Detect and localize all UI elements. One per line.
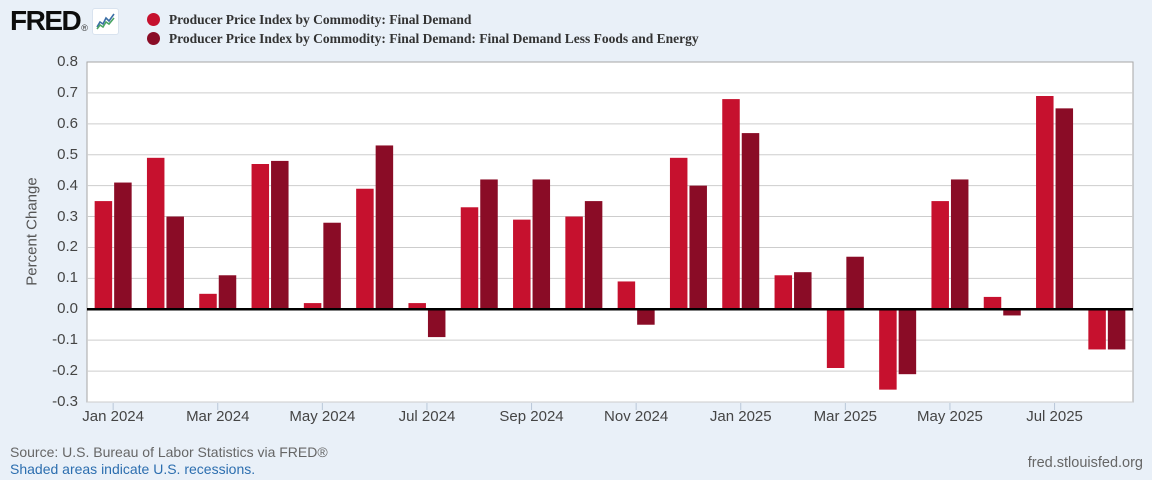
- bar-final-demand: [1088, 309, 1106, 350]
- fred-sparkline-icon: [91, 7, 119, 35]
- bar-final-demand: [408, 303, 426, 310]
- bar-final-demand: [931, 201, 949, 310]
- legend-item-core[interactable]: Producer Price Index by Commodity: Final…: [146, 29, 699, 48]
- x-tick-label: Mar 2024: [186, 408, 250, 425]
- bar-final-demand-less-foods-energy: [480, 179, 498, 310]
- y-axis-title: Percent Change: [23, 177, 41, 286]
- bar-final-demand: [303, 303, 322, 310]
- bar-final-demand-less-foods-energy: [794, 272, 812, 310]
- x-tick-label: Nov 2024: [604, 408, 669, 425]
- source-text: Source: U.S. Bureau of Labor Statistics …: [10, 444, 328, 460]
- bar-final-demand: [826, 309, 845, 368]
- registered-mark-icon: ®: [81, 23, 88, 33]
- y-tick-label: 0.0: [57, 300, 78, 318]
- legend-item-final-demand[interactable]: Producer Price Index by Commodity: Final…: [146, 10, 699, 29]
- legend-label: Producer Price Index by Commodity: Final…: [168, 11, 472, 27]
- bar-chart-plot: [86, 61, 1134, 410]
- y-tick-label: 0.2: [57, 238, 78, 256]
- bar-final-demand: [1036, 96, 1054, 310]
- bar-final-demand-less-foods-energy: [271, 160, 289, 310]
- bar-final-demand: [983, 296, 1002, 310]
- y-tick-label: -0.2: [52, 362, 78, 380]
- bar-final-demand-less-foods-energy: [532, 179, 551, 310]
- y-tick-label: 0.7: [57, 83, 78, 101]
- x-tick-label: Jan 2024: [82, 408, 144, 425]
- x-tick-label: May 2024: [289, 408, 356, 425]
- bar-final-demand-less-foods-energy: [1055, 108, 1074, 310]
- bar-final-demand: [251, 164, 270, 310]
- bar-final-demand: [774, 275, 793, 310]
- bar-final-demand-less-foods-energy: [166, 216, 184, 310]
- legend-marker-icon: [146, 32, 160, 45]
- bar-final-demand-less-foods-energy: [741, 133, 760, 310]
- recessions-link[interactable]: Shaded areas indicate U.S. recessions.: [10, 461, 256, 477]
- bar-final-demand: [879, 309, 897, 390]
- y-tick-label: -0.1: [52, 331, 78, 349]
- bar-final-demand-less-foods-energy: [114, 182, 132, 310]
- bar-final-demand: [460, 207, 479, 310]
- x-tick-label: Jan 2025: [709, 408, 772, 425]
- legend: Producer Price Index by Commodity: Final…: [146, 10, 699, 48]
- bar-final-demand-less-foods-energy: [1107, 309, 1126, 350]
- x-tick-label: Sep 2024: [499, 408, 564, 425]
- fred-logo-text: FRED: [10, 5, 82, 36]
- x-tick-label: Jul 2024: [398, 408, 456, 425]
- bar-final-demand-less-foods-energy: [323, 222, 341, 310]
- y-tick-label: 0.4: [57, 176, 78, 194]
- bar-final-demand: [94, 201, 113, 310]
- x-tick-label: Mar 2025: [813, 408, 878, 425]
- y-tick-label: 0.3: [57, 207, 78, 225]
- bar-final-demand-less-foods-energy: [584, 201, 603, 310]
- bar-final-demand: [356, 188, 374, 310]
- fred-site-text: fred.stlouisfed.org: [1027, 455, 1143, 471]
- bar-final-demand: [669, 157, 688, 310]
- bar-final-demand: [722, 99, 740, 310]
- chart-header: FRED ® Producer Price Index by Commodity:…: [10, 6, 699, 48]
- x-tick-label: Jul 2025: [1026, 408, 1083, 425]
- bar-final-demand-less-foods-energy: [375, 145, 394, 310]
- bar-final-demand: [617, 281, 636, 310]
- bar-final-demand-less-foods-energy: [950, 179, 969, 310]
- bar-final-demand: [146, 157, 165, 310]
- bar-final-demand: [513, 219, 531, 310]
- bar-final-demand: [565, 216, 583, 310]
- y-tick-label: -0.3: [52, 393, 78, 410]
- bar-final-demand-less-foods-energy: [637, 309, 655, 325]
- bar-final-demand-less-foods-energy: [1003, 309, 1021, 316]
- bar-final-demand-less-foods-energy: [846, 256, 864, 310]
- plot-area: [86, 61, 1134, 403]
- bar-final-demand-less-foods-energy: [689, 185, 707, 310]
- bar-final-demand: [199, 293, 217, 310]
- x-tick-label: May 2025: [917, 408, 983, 425]
- bar-final-demand-less-foods-energy: [427, 309, 446, 338]
- fred-logo[interactable]: FRED ®: [10, 6, 119, 36]
- legend-label: Producer Price Index by Commodity: Final…: [168, 30, 699, 46]
- bar-final-demand-less-foods-energy: [898, 309, 917, 375]
- y-tick-label: 0.5: [57, 145, 78, 163]
- legend-marker-icon: [146, 13, 160, 26]
- y-tick-label: 0.1: [57, 269, 78, 287]
- y-tick-label: 0.8: [57, 53, 78, 70]
- bar-final-demand-less-foods-energy: [218, 275, 237, 310]
- y-tick-label: 0.6: [57, 114, 78, 132]
